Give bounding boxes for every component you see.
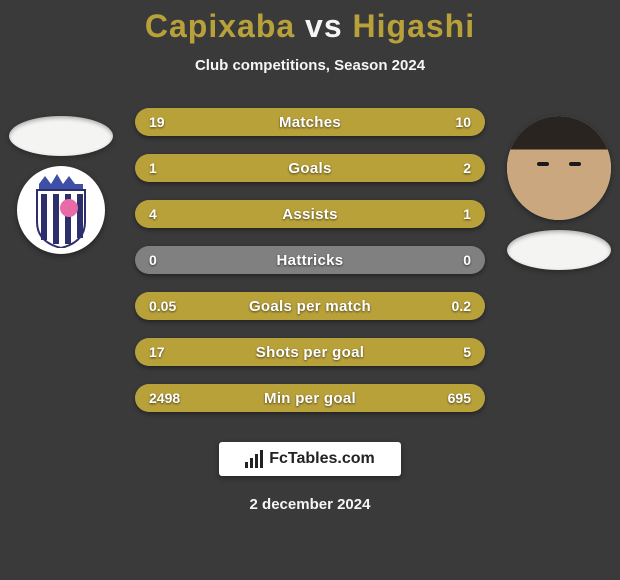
stat-label: Shots per goal xyxy=(135,338,485,366)
stat-row: 0.050.2Goals per match xyxy=(135,292,485,320)
subtitle: Club competitions, Season 2024 xyxy=(195,57,425,74)
stat-label: Hattricks xyxy=(135,246,485,274)
vs-text: vs xyxy=(305,8,343,44)
stat-row: 12Goals xyxy=(135,154,485,182)
logo-bar xyxy=(255,454,258,468)
crest-crown-icon xyxy=(39,174,83,190)
crest-flower-icon xyxy=(60,199,78,217)
player2-club-placeholder xyxy=(507,230,611,270)
right-player-column xyxy=(504,116,614,270)
player1-photo-placeholder xyxy=(9,116,113,156)
player1-club-crest xyxy=(17,166,105,254)
branding-badge: FcTables.com xyxy=(219,442,401,476)
stat-label: Assists xyxy=(135,200,485,228)
stat-label: Min per goal xyxy=(135,384,485,412)
logo-bar xyxy=(245,462,248,468)
logo-bar xyxy=(250,458,253,468)
player2-photo xyxy=(507,116,611,220)
stat-label: Matches xyxy=(135,108,485,136)
stat-row: 1910Matches xyxy=(135,108,485,136)
comparison-title: Capixaba vs Higashi xyxy=(145,8,475,45)
stat-row: 175Shots per goal xyxy=(135,338,485,366)
left-player-column xyxy=(6,116,116,254)
player1-name: Capixaba xyxy=(145,8,295,44)
player2-face-placeholder xyxy=(507,116,611,220)
stat-row: 2498695Min per goal xyxy=(135,384,485,412)
stat-row: 41Assists xyxy=(135,200,485,228)
player2-name: Higashi xyxy=(353,8,476,44)
stat-label: Goals per match xyxy=(135,292,485,320)
logo-bar xyxy=(260,450,263,468)
date-text: 2 december 2024 xyxy=(250,496,371,513)
stat-row: 00Hattricks xyxy=(135,246,485,274)
stat-label: Goals xyxy=(135,154,485,182)
stat-rows: 1910Matches 12Goals 41Assists 00Hattricks 0.… xyxy=(135,108,485,412)
branding-text: FcTables.com xyxy=(269,450,375,468)
branding-logo-icon xyxy=(245,450,263,468)
